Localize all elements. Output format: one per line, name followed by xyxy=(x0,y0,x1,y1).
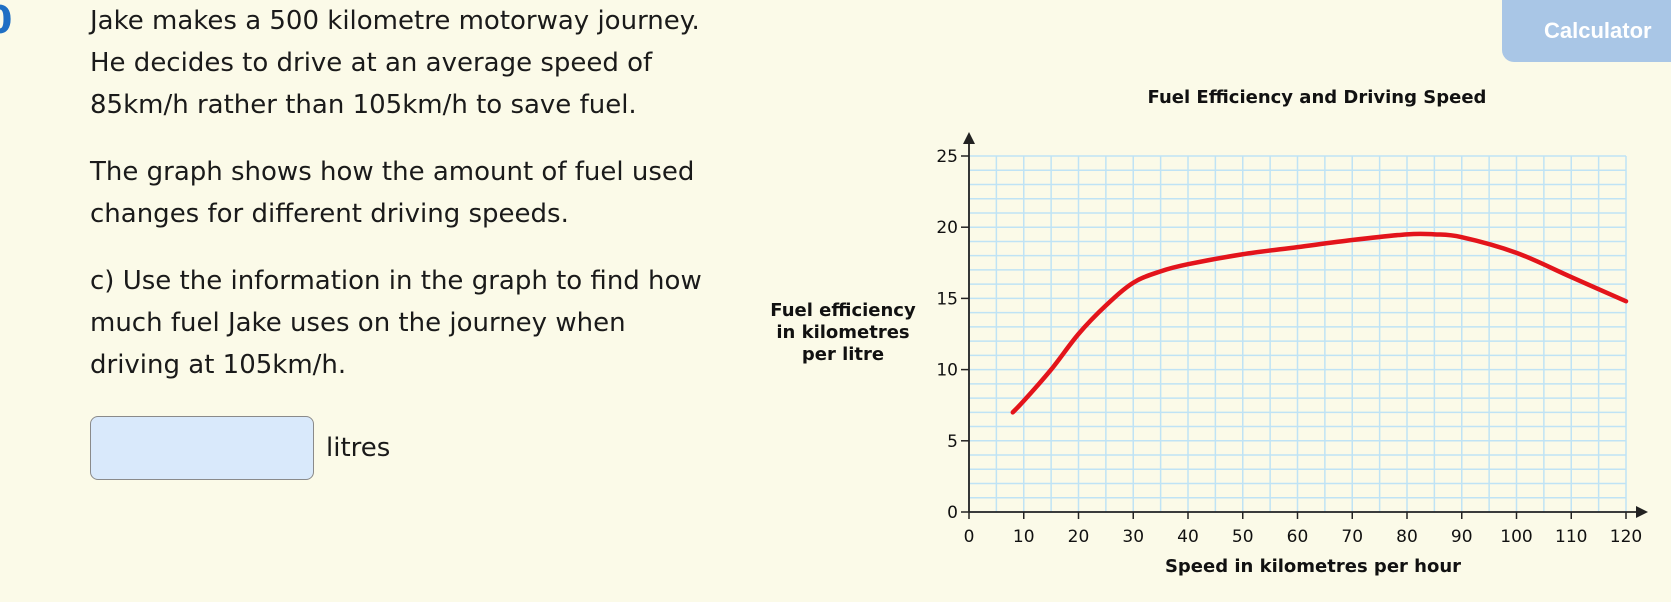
question-text: Jake makes a 500 kilometre motorway jour… xyxy=(90,0,770,386)
question-paragraph-3: c) Use the information in the graph to f… xyxy=(90,260,770,386)
chart-x-tick-label: 60 xyxy=(1287,527,1309,547)
question-line: changes for different driving speeds. xyxy=(90,199,569,229)
chart-y-tick-label: 25 xyxy=(936,147,958,167)
chart-x-tick-label: 10 xyxy=(1013,527,1035,547)
chart-x-tick-label: 40 xyxy=(1177,527,1199,547)
answer-input[interactable] xyxy=(90,416,314,480)
chart-y-tick-label: 20 xyxy=(936,218,958,238)
chart-x-tick-label: 30 xyxy=(1122,527,1144,547)
chart-y-axis-label-line-1: Fuel efficiency xyxy=(770,300,916,321)
chart-x-tick-label: 100 xyxy=(1500,527,1532,547)
question-paragraph-2: The graph shows how the amount of fuel u… xyxy=(90,151,770,235)
chart-x-tick-label: 120 xyxy=(1610,527,1642,547)
chart-minor-grid xyxy=(968,155,1627,513)
chart-x-tick-label: 110 xyxy=(1555,527,1587,547)
chart-y-tick-label: 15 xyxy=(936,289,958,309)
question-line: Jake makes a 500 kilometre motorway jour… xyxy=(90,6,700,36)
question-number: 0 xyxy=(0,0,12,40)
chart-ticks: 0 10 20 30 40 50 60 70 80 90 100 110 120 0 5 10 15 20 25 xyxy=(936,147,1642,547)
chart-y-axis-arrow xyxy=(963,132,975,144)
question-line: He decides to drive at an average speed … xyxy=(90,48,653,78)
chart-title: Fuel Efficiency and Driving Speed xyxy=(1148,87,1487,108)
chart-series-line xyxy=(1010,231,1629,415)
answer-row: litres xyxy=(90,416,390,480)
chart-x-tick-label: 50 xyxy=(1232,527,1254,547)
question-line: The graph shows how the amount of fuel u… xyxy=(90,157,695,187)
question-paragraph-1: Jake makes a 500 kilometre motorway jour… xyxy=(90,0,770,126)
question-line: 85km/h rather than 105km/h to save fuel. xyxy=(90,90,637,120)
chart-x-axis-label: Speed in kilometres per hour xyxy=(1165,556,1461,577)
chart-x-tick-label: 80 xyxy=(1396,527,1418,547)
chart-y-axis-label-line-3: per litre xyxy=(802,344,884,365)
chart-y-tick-label: 10 xyxy=(936,361,958,381)
chart-axes xyxy=(963,132,1648,518)
calculator-button[interactable]: Calculator xyxy=(1502,0,1671,62)
question-line: much fuel Jake uses on the journey when xyxy=(90,308,626,338)
answer-unit-label: litres xyxy=(326,433,391,463)
chart-x-tick-label: 20 xyxy=(1068,527,1090,547)
chart-x-tick-label: 0 xyxy=(964,527,975,547)
chart-x-tick-label: 90 xyxy=(1451,527,1473,547)
chart-y-tick-label: 0 xyxy=(947,503,958,523)
question-line: c) Use the information in the graph to f… xyxy=(90,266,702,296)
chart-x-tick-label: 70 xyxy=(1341,527,1363,547)
chart-x-axis-arrow xyxy=(1636,506,1648,518)
chart-y-axis-label-line-2: in kilometres xyxy=(776,322,909,343)
chart-y-tick-label: 5 xyxy=(947,432,958,452)
question-line: driving at 105km/h. xyxy=(90,350,347,380)
